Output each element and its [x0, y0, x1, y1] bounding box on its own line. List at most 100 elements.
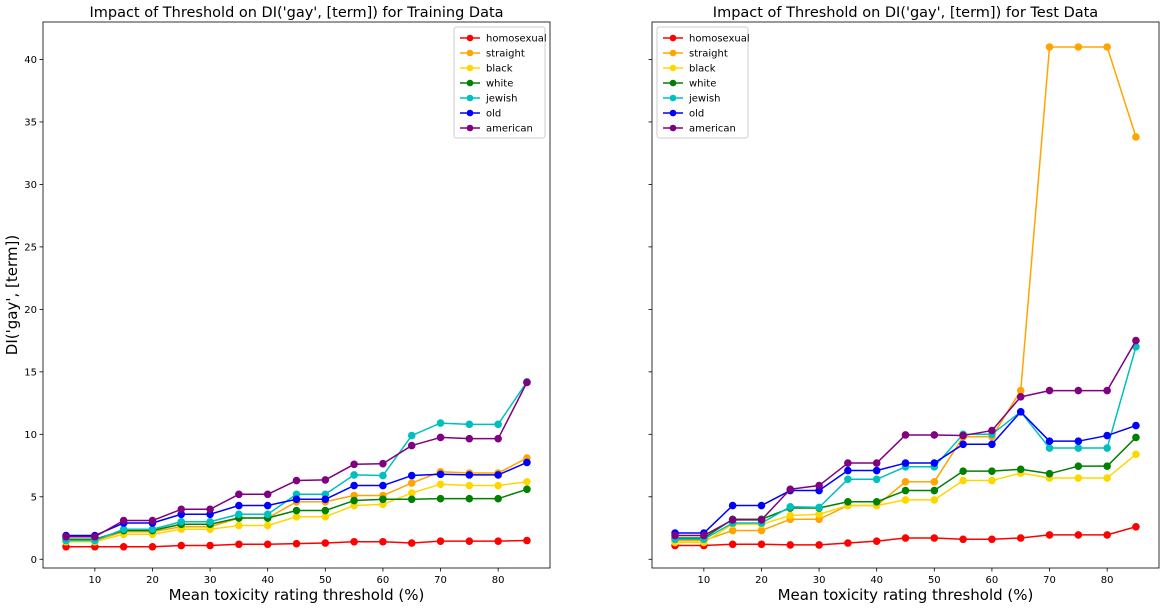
legend-label: black	[486, 64, 513, 75]
data-point-jewish	[1103, 444, 1111, 452]
data-point-old	[1016, 408, 1025, 416]
data-point-straight	[407, 479, 416, 487]
data-point-black	[930, 496, 939, 504]
data-point-old	[321, 495, 330, 504]
y-tick-label: 30	[24, 180, 37, 191]
legend-swatch-marker	[466, 49, 474, 57]
data-point-old	[407, 471, 416, 480]
data-point-american	[1016, 393, 1025, 401]
data-point-old	[844, 466, 852, 475]
series-jewish	[671, 343, 1140, 544]
data-point-black	[407, 489, 416, 497]
data-point-american	[872, 459, 881, 467]
legend-label: homosexual	[689, 34, 750, 45]
data-point-old	[436, 470, 445, 479]
data-point-straight	[930, 477, 939, 486]
data-point-old	[235, 501, 243, 510]
data-point-homosexual	[844, 539, 852, 547]
y-tick-label: 40	[24, 55, 37, 66]
legend-label: black	[689, 64, 716, 75]
data-point-white	[1103, 462, 1111, 470]
data-point-straight	[728, 526, 737, 535]
data-point-black	[786, 511, 795, 520]
legend-label: white	[689, 79, 716, 90]
legend-swatch-marker	[466, 94, 474, 102]
data-point-homosexual	[901, 534, 910, 542]
data-point-white	[1132, 433, 1140, 442]
series-black	[671, 450, 1140, 547]
y-tick-label: 25	[24, 242, 37, 253]
data-point-black	[235, 521, 243, 530]
data-point-american	[436, 433, 445, 442]
data-point-white	[1074, 462, 1083, 470]
data-point-white	[844, 497, 852, 506]
data-point-american	[177, 505, 186, 514]
data-point-homosexual	[350, 537, 358, 546]
data-point-white	[465, 494, 474, 503]
data-point-black	[1103, 474, 1111, 482]
data-point-american	[321, 476, 330, 484]
legend-swatch-marker	[669, 49, 677, 57]
data-point-white	[930, 486, 939, 495]
data-point-white	[350, 496, 358, 505]
data-point-jewish	[872, 475, 881, 484]
x-tick-label: 30	[813, 575, 826, 586]
data-point-jewish	[494, 420, 502, 429]
legend-label: jewish	[688, 94, 720, 105]
data-point-homosexual	[263, 540, 272, 549]
legend-label: straight	[689, 49, 728, 60]
data-point-old	[350, 481, 358, 490]
series-old	[671, 408, 1140, 537]
data-point-straight	[901, 477, 910, 486]
chart-title: Impact of Threshold on DI('gay', [term])…	[89, 5, 503, 21]
data-point-american	[350, 460, 358, 469]
data-point-homosexual	[235, 540, 243, 549]
data-point-american	[844, 459, 852, 467]
data-point-old	[292, 495, 301, 504]
legend-swatch-marker	[669, 34, 677, 42]
data-point-homosexual	[1103, 531, 1111, 539]
data-point-american	[901, 431, 910, 439]
data-point-old	[465, 471, 474, 479]
x-tick-label: 60	[986, 575, 999, 586]
data-point-homosexual	[465, 537, 474, 545]
data-point-american	[465, 434, 474, 443]
legend-swatch-marker	[669, 79, 677, 87]
data-point-american	[263, 490, 272, 499]
legend-label: american	[689, 124, 736, 135]
data-point-white	[292, 506, 301, 515]
data-point-homosexual	[407, 539, 416, 547]
data-point-jewish	[206, 517, 214, 526]
data-point-american	[1132, 336, 1140, 345]
data-point-american	[62, 532, 70, 541]
data-point-american	[1074, 386, 1083, 395]
data-point-black	[1132, 450, 1140, 459]
data-point-straight	[1132, 133, 1140, 141]
series-american	[62, 378, 531, 541]
data-point-old	[523, 458, 531, 467]
data-point-homosexual	[959, 535, 967, 544]
y-tick-label: 15	[24, 367, 37, 378]
legend-swatch-marker	[466, 34, 474, 42]
chart-title: Impact of Threshold on DI('gay', [term])…	[713, 5, 1098, 21]
data-point-black	[494, 481, 502, 490]
data-point-american	[91, 532, 99, 541]
data-point-black	[901, 496, 910, 504]
plot-frame	[651, 21, 1160, 569]
data-point-american	[148, 516, 157, 525]
data-point-jewish	[436, 419, 445, 427]
data-point-straight	[1016, 386, 1025, 395]
plot-frame	[42, 21, 551, 569]
x-axis-label: Mean toxicity rating threshold (%)	[778, 586, 1034, 604]
data-point-homosexual	[1016, 534, 1025, 542]
legend-label: white	[486, 79, 513, 90]
data-point-jewish	[844, 475, 852, 484]
legend-box	[453, 26, 546, 139]
y-axis-label: DI('gay', [term])	[3, 235, 21, 355]
series-white	[671, 433, 1140, 542]
data-point-american	[815, 481, 823, 490]
x-tick-label: 30	[204, 575, 217, 586]
data-point-old	[930, 459, 939, 467]
data-point-black	[436, 480, 445, 489]
